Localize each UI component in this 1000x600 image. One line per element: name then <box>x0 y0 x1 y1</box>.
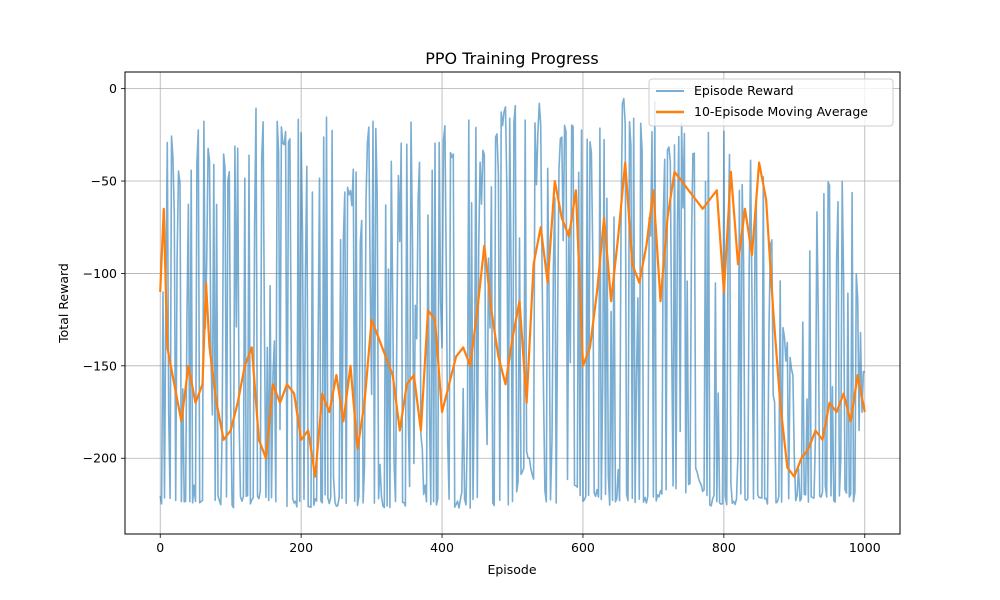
series-episode-reward-line <box>159 97 866 509</box>
y-tick-label: −50 <box>91 174 117 189</box>
legend: Episode Reward 10-Episode Moving Average <box>648 78 894 127</box>
legend-box <box>648 78 894 127</box>
x-tick-label: 600 <box>571 540 595 555</box>
x-tick-label: 200 <box>289 540 313 555</box>
x-tick-label: 400 <box>430 540 454 555</box>
legend-label-moving-average: 10-Episode Moving Average <box>694 104 868 119</box>
legend-label-episode-reward: Episode Reward <box>694 83 794 98</box>
x-tick-label: 1000 <box>849 540 881 555</box>
ticks: 0 200 400 600 800 1000 −200 −150 −100 −50 0 <box>83 81 881 555</box>
x-axis-label: Episode <box>487 562 536 577</box>
y-tick-label: −100 <box>83 266 117 281</box>
chart-title: PPO Training Progress <box>425 49 598 68</box>
y-tick-label: −200 <box>83 451 117 466</box>
x-tick-label: 800 <box>712 540 736 555</box>
x-tick-label: 0 <box>156 540 164 555</box>
y-axis-label: Total Reward <box>56 263 71 344</box>
series-group <box>159 97 866 509</box>
series-moving-average-line <box>159 161 866 478</box>
y-tick-label: 0 <box>109 81 117 96</box>
plot-frame <box>124 71 901 535</box>
y-tick-label: −150 <box>83 358 117 373</box>
